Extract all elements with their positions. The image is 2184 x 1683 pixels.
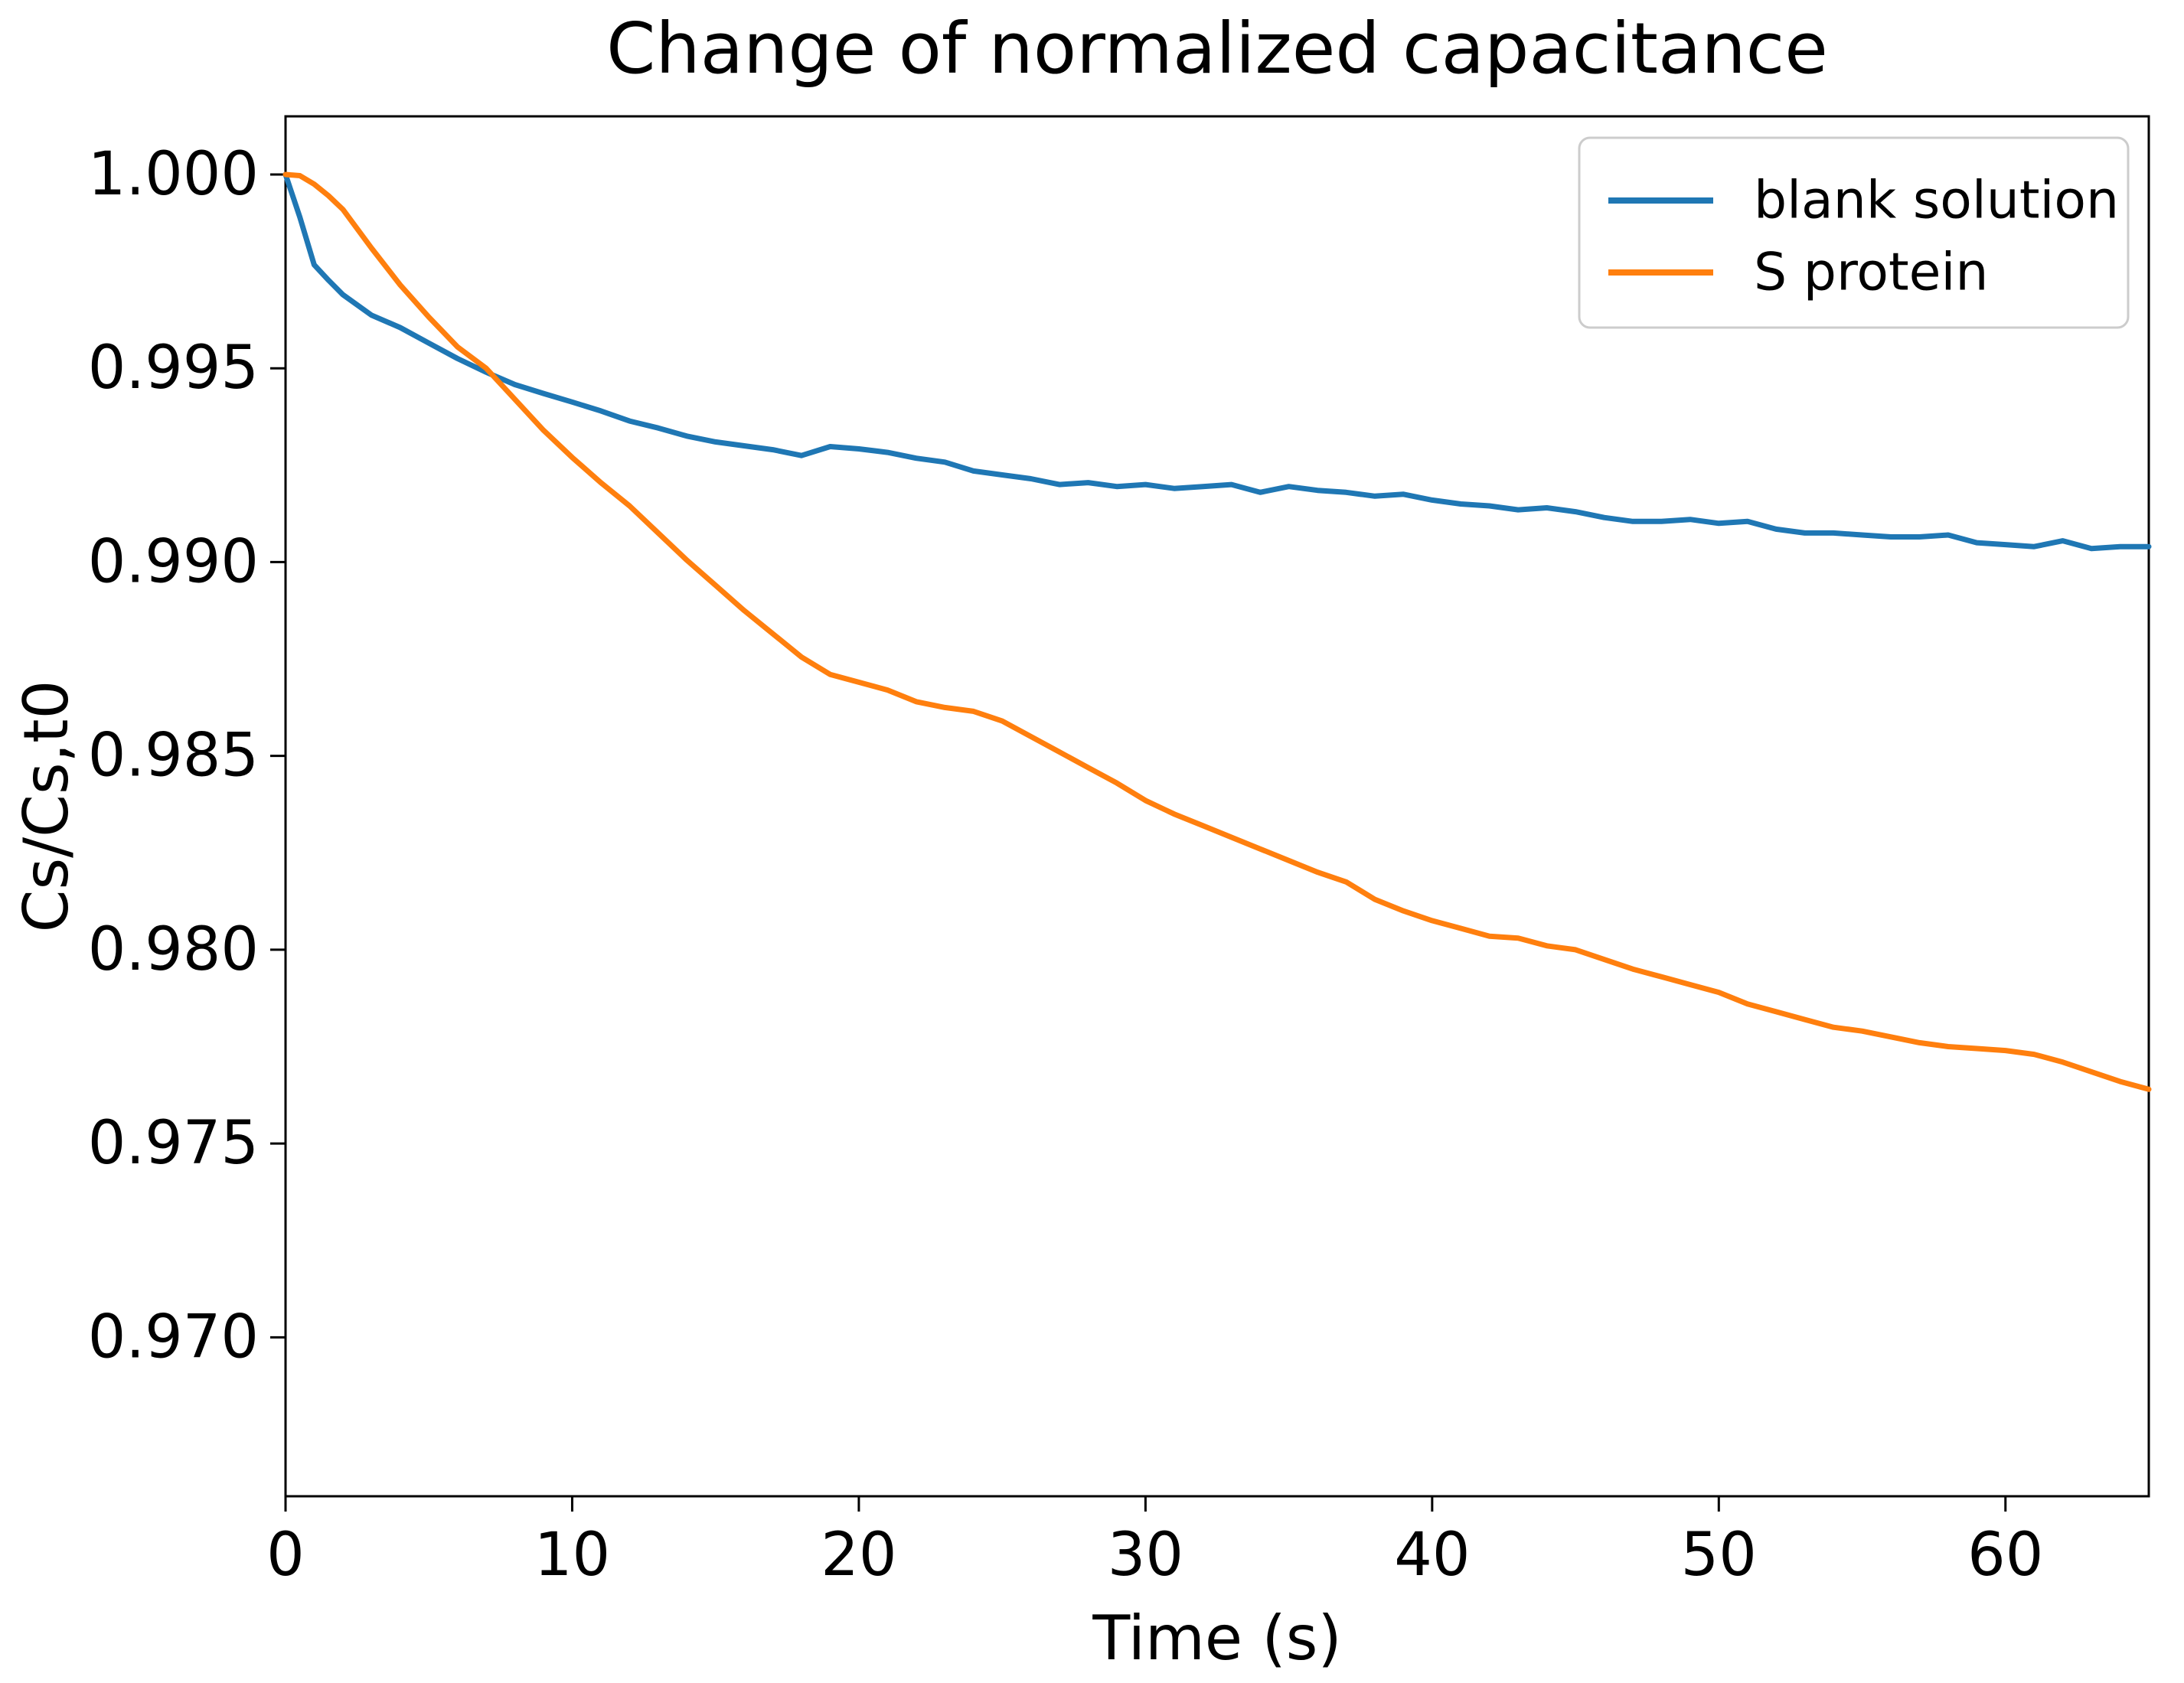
x-tick-label-0: 0: [266, 1521, 305, 1590]
legend-label-s-protein: S protein: [1754, 243, 1989, 303]
y-tick-label-0.990: 0.990: [88, 527, 259, 596]
x-tick-label-20: 20: [821, 1521, 896, 1590]
y-tick-label-0.975: 0.975: [88, 1109, 259, 1178]
x-tick-label-40: 40: [1394, 1521, 1470, 1590]
line-blank-solution: [282, 171, 2152, 552]
y-axis-label: Cs/Cs,t0: [11, 680, 82, 933]
line-s-protein: [282, 171, 2152, 1092]
x-tick-label-10: 10: [534, 1521, 610, 1590]
legend-item-blank-solution: blank solution: [1608, 171, 2119, 231]
data-lines: [282, 171, 2152, 1092]
plot-area: [284, 115, 2150, 1498]
legend-box: [1578, 136, 2130, 329]
legend: blank solution S protein: [1578, 136, 2130, 329]
y-axis-ticks: 1.000 0.995 0.990 0.985 0.980 0.975 0.970: [88, 140, 286, 1372]
x-tick-label-50: 50: [1681, 1521, 1757, 1590]
x-axis-ticks: 0 10 20 30 40 50 60: [266, 1496, 2043, 1590]
legend-label-blank-solution: blank solution: [1754, 171, 2119, 231]
x-tick-label-30: 30: [1108, 1521, 1183, 1590]
y-tick-label-0.980: 0.980: [88, 915, 259, 984]
y-tick-label-0.985: 0.985: [88, 722, 259, 791]
x-axis-label: Time (s): [1092, 1603, 1341, 1674]
y-tick-label-0.970: 0.970: [88, 1303, 259, 1372]
y-tick-label-1.000: 1.000: [88, 140, 259, 209]
x-tick-label-60: 60: [1967, 1521, 2043, 1590]
y-tick-label-0.995: 0.995: [88, 334, 259, 403]
chart-title: Change of normalized capacitance: [606, 8, 1828, 90]
legend-item-s-protein: S protein: [1608, 243, 1989, 303]
